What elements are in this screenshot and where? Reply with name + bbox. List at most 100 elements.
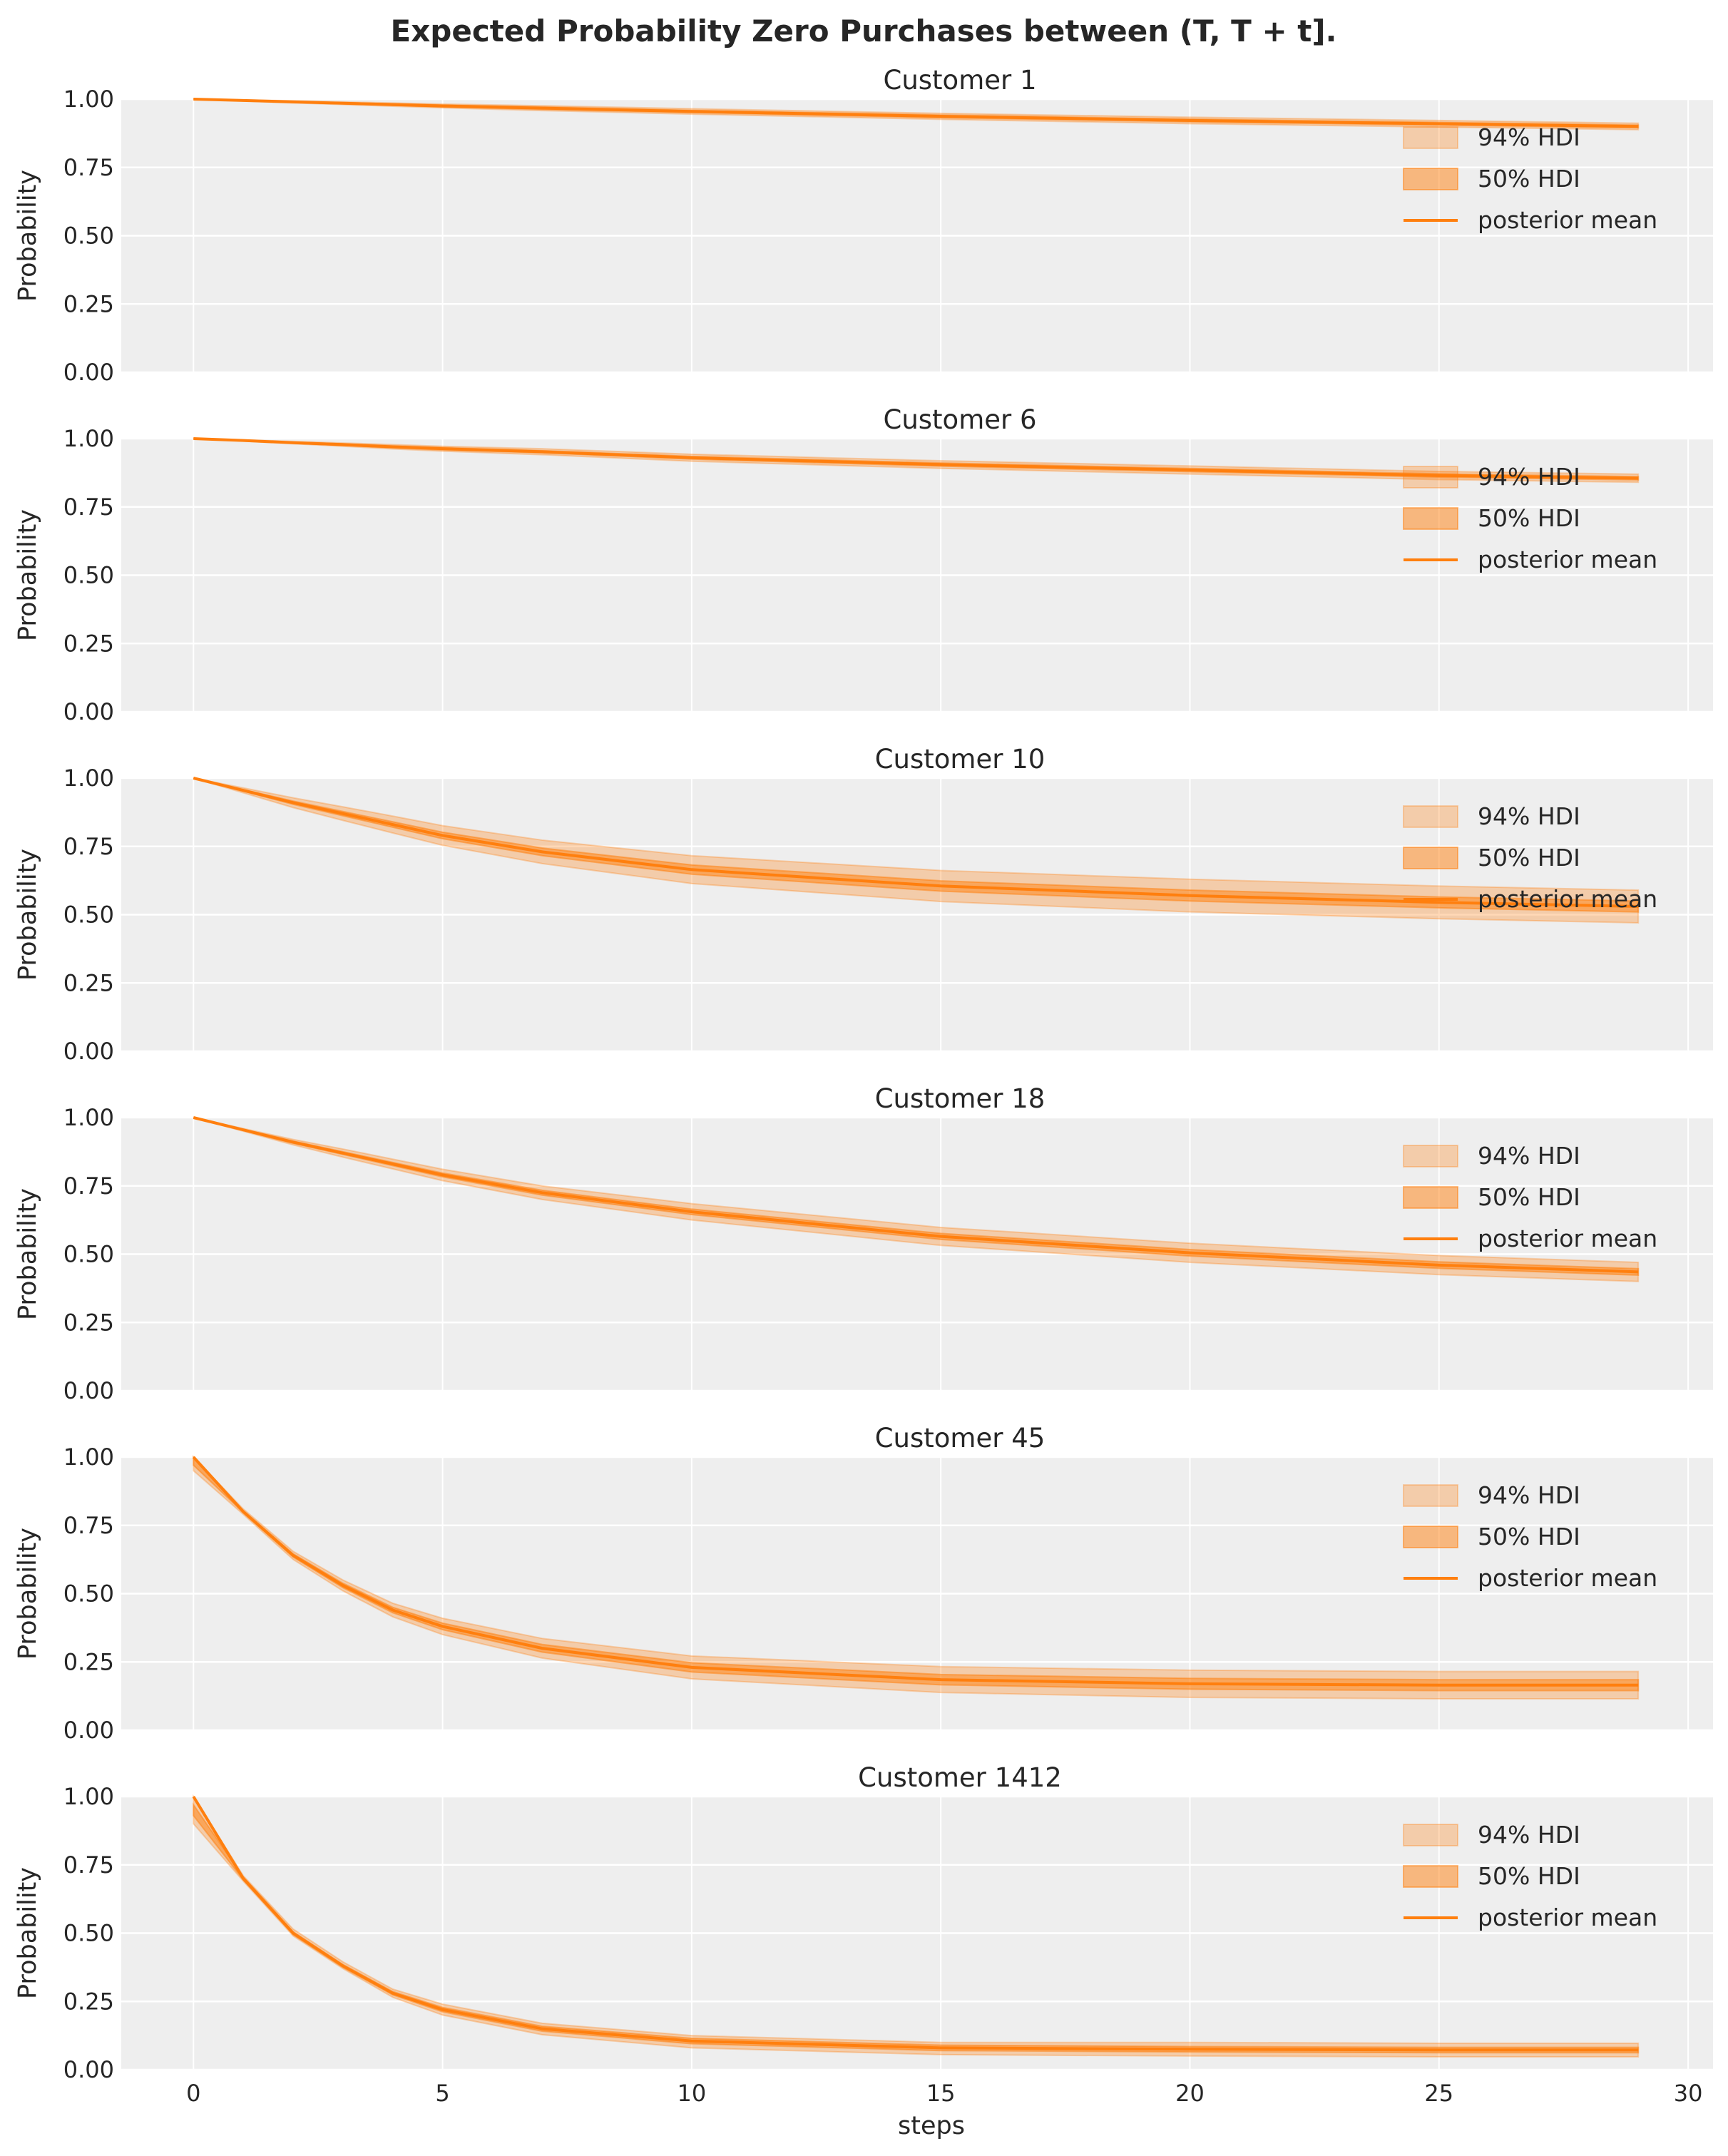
legend-swatch-hdi94 bbox=[1403, 1824, 1458, 1846]
panel-2: 0.00 0.25 0.50 0.75 1.00 Customer 6 Probabilit… bbox=[14, 404, 1713, 725]
posterior-mean-line bbox=[193, 98, 1639, 128]
legend-label: 94% HDI bbox=[1478, 463, 1580, 491]
legend-swatch-hdi94 bbox=[1403, 805, 1458, 828]
legend-label: 50% HDI bbox=[1478, 504, 1580, 532]
panel-title: Customer 18 bbox=[875, 1083, 1046, 1114]
y-tick-label: 0.00 bbox=[63, 359, 114, 386]
legend-swatch-hdi50 bbox=[1403, 1526, 1458, 1548]
legend-label: posterior mean bbox=[1478, 1904, 1657, 1931]
panel-5: 0.00 0.25 0.50 0.75 1.00 Customer 45 Probabili… bbox=[14, 1423, 1713, 1744]
legend-swatch-hdi50 bbox=[1403, 168, 1458, 190]
panel-title: Customer 10 bbox=[875, 744, 1046, 775]
posterior-mean-line bbox=[192, 1795, 1639, 2052]
legend-label: posterior mean bbox=[1478, 885, 1657, 913]
legend-swatch-hdi94 bbox=[1403, 466, 1458, 489]
x-tick-label: 30 bbox=[1674, 2080, 1703, 2107]
x-tick-label: 0 bbox=[186, 2080, 200, 2107]
y-tick-label: 0.75 bbox=[63, 154, 114, 181]
x-tick-label: 5 bbox=[435, 2080, 449, 2107]
y-tick-label: 0.25 bbox=[63, 1309, 114, 1336]
y-axis-label: Probability bbox=[14, 170, 42, 302]
legend-label: 50% HDI bbox=[1478, 844, 1580, 872]
legend-label: posterior mean bbox=[1478, 1564, 1657, 1592]
legend-label: posterior mean bbox=[1478, 546, 1657, 573]
legend-label: 50% HDI bbox=[1478, 1183, 1580, 1211]
y-tick-label: 0.75 bbox=[63, 1172, 114, 1200]
panel-4: 0.00 0.25 0.50 0.75 1.00 Customer 18 Probabili… bbox=[14, 1083, 1713, 1404]
posterior-mean-line bbox=[193, 1116, 1639, 1274]
y-tick-label: 1.00 bbox=[63, 86, 114, 113]
hdi-50-band bbox=[193, 1455, 1640, 1692]
y-tick-label: 0.00 bbox=[63, 698, 114, 725]
legend-label: 94% HDI bbox=[1478, 123, 1580, 151]
y-tick-label: 0.75 bbox=[63, 1851, 114, 1879]
hdi-94-band bbox=[193, 1794, 1640, 2058]
legend-swatch-hdi94 bbox=[1403, 126, 1458, 149]
legend-swatch-hdi50 bbox=[1403, 1865, 1458, 1888]
y-tick-label: 0.00 bbox=[63, 1038, 114, 1065]
legend-label: 50% HDI bbox=[1478, 165, 1580, 193]
y-tick-label: 0.25 bbox=[63, 290, 114, 317]
legend-label: 94% HDI bbox=[1478, 1821, 1580, 1849]
y-axis-label: Probability bbox=[14, 1188, 42, 1320]
y-tick-label: 0.25 bbox=[63, 969, 114, 996]
panel-title: Customer 45 bbox=[875, 1423, 1046, 1453]
y-tick-label: 1.00 bbox=[63, 425, 114, 452]
y-tick-label: 1.00 bbox=[63, 765, 114, 792]
legend-swatch-hdi50 bbox=[1403, 847, 1458, 869]
x-axis-label: steps bbox=[898, 2112, 965, 2140]
posterior-mean-line bbox=[193, 777, 1639, 909]
legend: 94% HDI 50% HDI posterior mean bbox=[1403, 1481, 1657, 1592]
legend-label: 94% HDI bbox=[1478, 802, 1580, 830]
y-tick-label: 0.75 bbox=[63, 833, 114, 860]
x-tick-label: 10 bbox=[678, 2080, 707, 2107]
posterior-mean-line bbox=[193, 437, 1639, 480]
y-tick-label: 0.25 bbox=[63, 1648, 114, 1675]
y-tick-label: 0.25 bbox=[63, 1988, 114, 2015]
y-tick-label: 1.00 bbox=[63, 1444, 114, 1471]
y-axis-label: Probability bbox=[14, 1528, 42, 1660]
y-tick-label: 0.50 bbox=[63, 1920, 114, 1947]
panel-title: Customer 6 bbox=[883, 404, 1036, 435]
legend: 94% HDI 50% HDI posterior mean bbox=[1403, 463, 1657, 573]
panel-title: Customer 1 bbox=[883, 65, 1036, 96]
legend: 94% HDI 50% HDI posterior mean bbox=[1403, 1821, 1657, 1931]
legend-label: posterior mean bbox=[1478, 206, 1657, 234]
x-tick-label: 25 bbox=[1424, 2080, 1453, 2107]
y-tick-label: 0.25 bbox=[63, 630, 114, 657]
legend-label: posterior mean bbox=[1478, 1225, 1657, 1252]
y-tick-label: 0.00 bbox=[63, 1377, 114, 1404]
y-tick-label: 0.50 bbox=[63, 223, 114, 250]
hdi-94-band bbox=[193, 1455, 1640, 1700]
legend-swatch-hdi94 bbox=[1403, 1145, 1458, 1168]
y-tick-label: 1.00 bbox=[63, 1104, 114, 1131]
legend-label: 94% HDI bbox=[1478, 1142, 1580, 1170]
panel-1: 0.00 0.25 0.50 0.75 1.00 Customer 1 Probabilit… bbox=[14, 65, 1713, 386]
legend: 94% HDI 50% HDI posterior mean bbox=[1403, 1142, 1657, 1252]
posterior-mean-line bbox=[192, 1456, 1639, 1687]
y-tick-label: 0.50 bbox=[63, 901, 114, 929]
y-tick-label: 0.50 bbox=[63, 1580, 114, 1608]
panel-6: 0.00 0.25 0.50 0.75 1.00 Customer 1412 Probabi… bbox=[14, 1762, 1713, 2083]
x-tick-label: 15 bbox=[926, 2080, 956, 2107]
panel-title: Customer 1412 bbox=[858, 1762, 1062, 1793]
y-tick-label: 1.00 bbox=[63, 1783, 114, 1810]
figure-title: Expected Probability Zero Purchases betw… bbox=[391, 14, 1337, 48]
legend-swatch-hdi50 bbox=[1403, 1186, 1458, 1209]
y-axis-label: Probability bbox=[14, 849, 42, 981]
legend-label: 50% HDI bbox=[1478, 1523, 1580, 1550]
panel-3: 0.00 0.25 0.50 0.75 1.00 Customer 10 Probabili… bbox=[14, 744, 1713, 1065]
y-axis-label: Probability bbox=[14, 509, 42, 641]
y-tick-label: 0.75 bbox=[63, 1512, 114, 1539]
legend: 94% HDI 50% HDI posterior mean bbox=[1403, 802, 1657, 913]
legend: 94% HDI 50% HDI posterior mean bbox=[1403, 123, 1657, 234]
y-tick-label: 0.75 bbox=[63, 494, 114, 521]
legend-swatch-hdi50 bbox=[1403, 507, 1458, 530]
y-tick-label: 0.00 bbox=[63, 2056, 114, 2083]
y-tick-label: 0.00 bbox=[63, 1717, 114, 1744]
legend-swatch-hdi94 bbox=[1403, 1484, 1458, 1507]
legend-label: 94% HDI bbox=[1478, 1481, 1580, 1509]
y-tick-label: 0.50 bbox=[63, 1241, 114, 1268]
legend-label: 50% HDI bbox=[1478, 1862, 1580, 1890]
